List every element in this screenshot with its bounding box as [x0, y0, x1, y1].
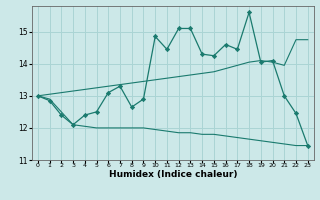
X-axis label: Humidex (Indice chaleur): Humidex (Indice chaleur)	[108, 170, 237, 179]
